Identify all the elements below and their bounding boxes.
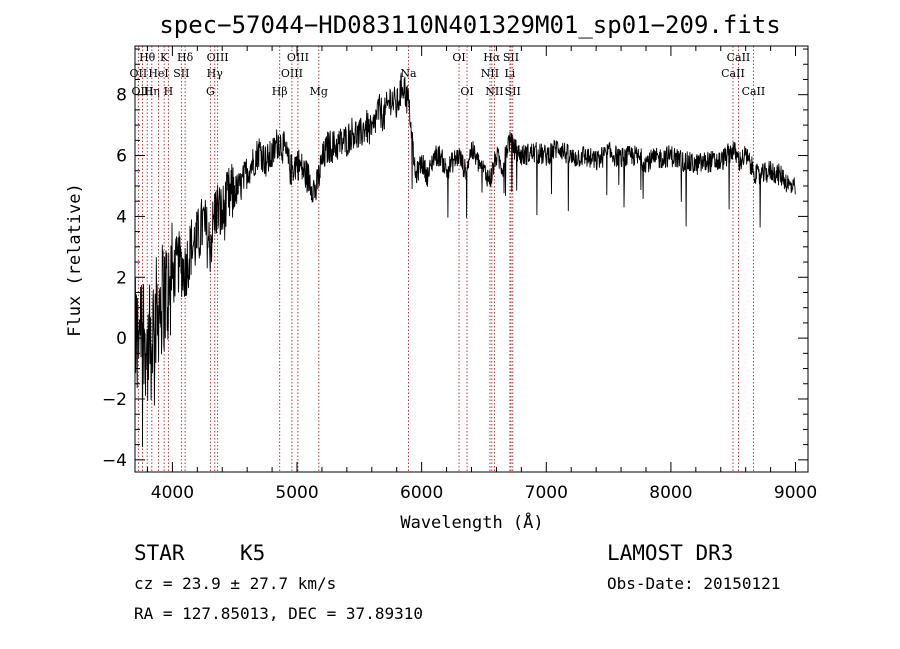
y-tick-label: −2: [102, 390, 127, 410]
line-marker-label: Hδ: [177, 51, 194, 64]
line-marker-label: Hα: [483, 51, 501, 64]
x-tick-label: 6000: [400, 483, 443, 503]
plot-frame: [134, 45, 809, 473]
line-marker-label: HeI: [148, 67, 168, 80]
redshift-text: cz = 23.9 ± 27.7 km/s: [134, 574, 336, 593]
line-marker-label: G: [206, 85, 215, 98]
y-tick-label: 2: [116, 268, 127, 288]
spectrum-series-line: [134, 72, 796, 448]
line-marker-label: SII: [505, 85, 521, 98]
line-marker-label: CaII: [727, 51, 751, 64]
line-marker-label: OI: [452, 51, 465, 64]
y-tick-label: 6: [116, 147, 127, 167]
coords-text: RA = 127.85013, DEC = 37.89310: [134, 604, 423, 623]
x-tick-label: 9000: [774, 483, 817, 503]
x-tick-label: 4000: [151, 483, 194, 503]
x-tick-label: 7000: [525, 483, 568, 503]
line-marker-label: SII: [503, 51, 519, 64]
chart-title: spec−57044−HD083110N401329M01_sp01−209.f…: [159, 11, 780, 39]
line-marker-label: OI: [460, 85, 473, 98]
line-marker-label: NII: [485, 85, 503, 98]
y-tick-label: 8: [116, 86, 127, 106]
line-marker-label: H: [164, 85, 174, 98]
line-marker-label: OIII: [207, 51, 229, 64]
x-tick-label: 5000: [275, 483, 318, 503]
y-tick-label: 0: [116, 329, 127, 349]
x-tick-label: 8000: [649, 483, 692, 503]
y-tick-label: 4: [116, 207, 127, 227]
line-marker-label: CaII: [742, 85, 766, 98]
line-marker-label: OIII: [281, 67, 303, 80]
obs-date-text: Obs-Date: 20150121: [607, 574, 780, 593]
line-marker-label: Hβ: [272, 85, 288, 98]
object-subclass: K5: [240, 541, 265, 565]
line-marker-label: OII: [130, 67, 148, 80]
y-axis-label: Flux (relative): [65, 183, 85, 337]
line-marker-label: NII: [481, 67, 499, 80]
line-marker-label: Hγ: [207, 67, 224, 80]
x-axis-label: Wavelength (Å): [400, 511, 543, 533]
line-marker-label: Mg: [310, 85, 328, 98]
survey-name: LAMOST DR3: [607, 541, 733, 565]
object-class: STAR: [134, 541, 185, 565]
line-marker-label: CaII: [721, 67, 745, 80]
line-marker-label: SII: [173, 67, 189, 80]
line-marker-label: Li: [504, 67, 515, 80]
line-marker-label: Hθ: [139, 51, 156, 64]
line-marker-label: Na: [400, 67, 417, 80]
y-tick-label: −4: [102, 451, 127, 471]
line-marker-label: K: [160, 51, 169, 64]
line-marker-label: OIII: [287, 51, 309, 64]
line-marker-label: Hη: [144, 85, 160, 98]
